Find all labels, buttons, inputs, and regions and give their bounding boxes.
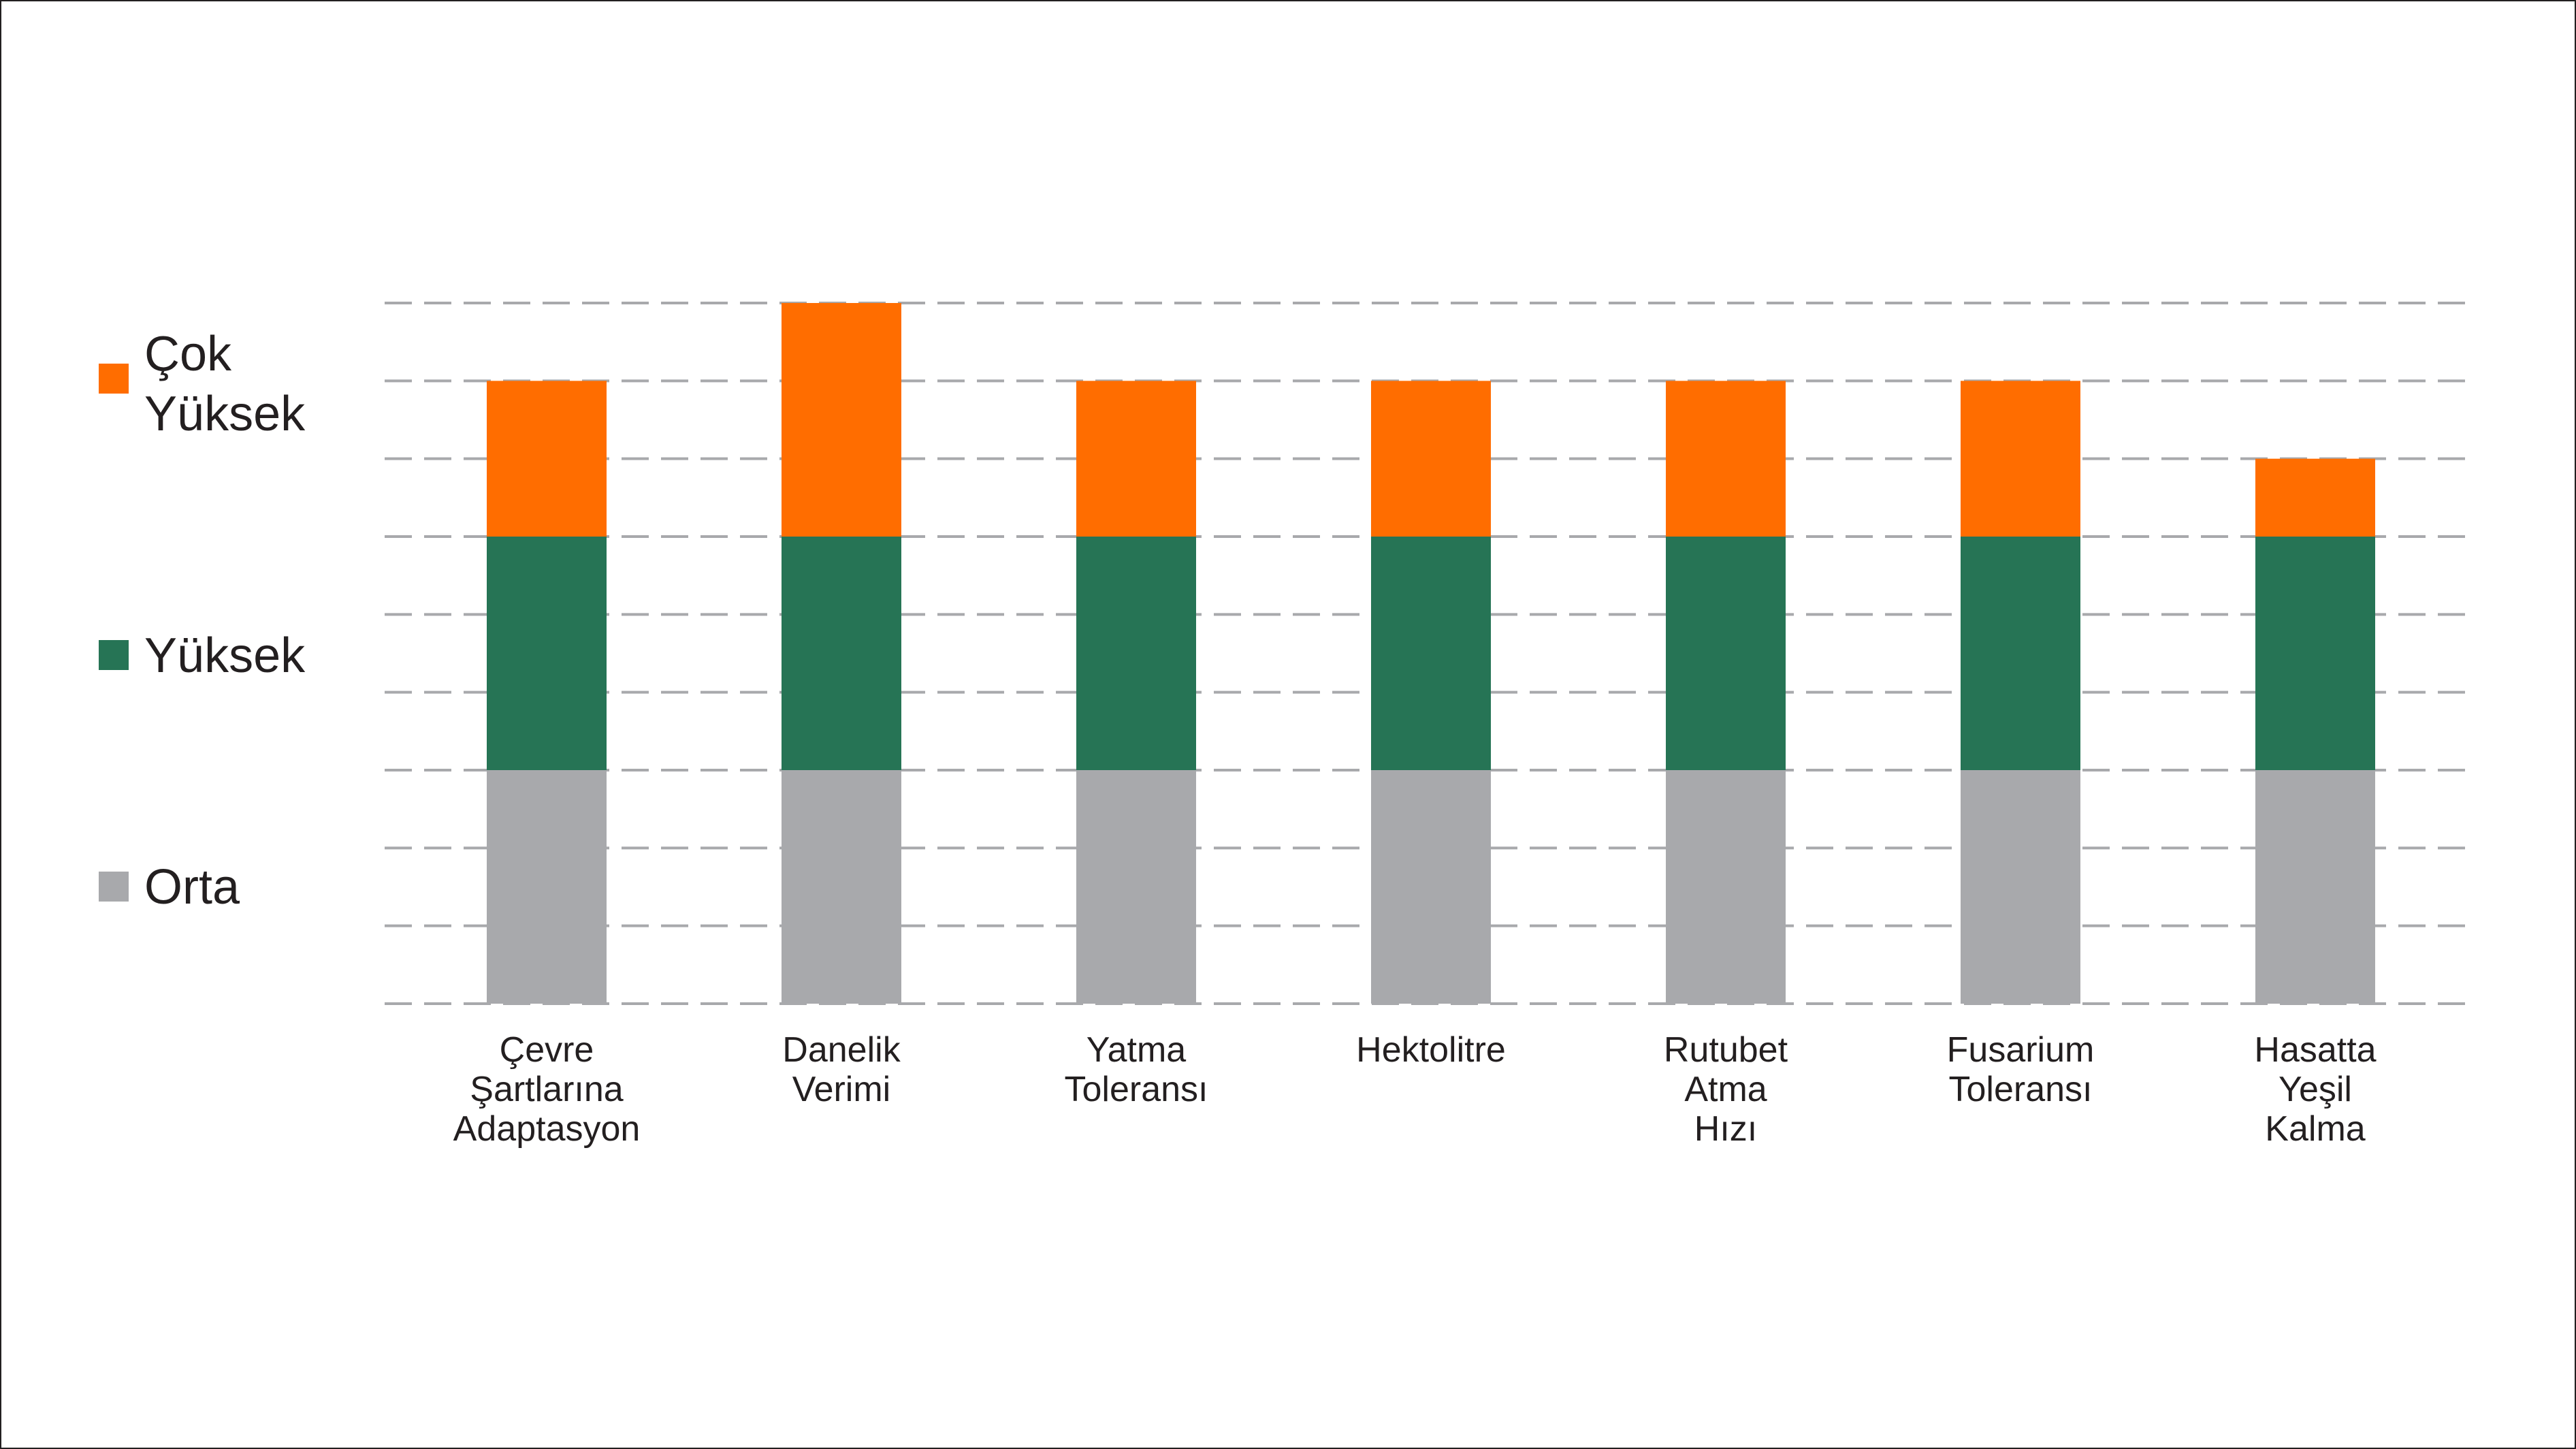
category-label-line: Fusarium — [1947, 1030, 2095, 1070]
category-label-line: Rutubet — [1664, 1030, 1788, 1070]
category-label: Fusarium Toleransı — [1947, 1030, 2095, 1109]
category-label-line: Danelik — [782, 1030, 901, 1070]
bar-segment-yuksek-6 — [1961, 537, 2080, 770]
legend-swatch — [99, 364, 129, 394]
category-label-line: Toleransı — [1065, 1070, 1208, 1109]
bar-segment-orta-4 — [1371, 770, 1491, 1004]
category-label-line: Toleransı — [1949, 1070, 2093, 1109]
category-label-line: Verimi — [792, 1070, 890, 1109]
bar-segment-yuksek-5 — [1666, 537, 1786, 770]
legend-label: Orta — [144, 860, 240, 914]
legend-label-line: Orta — [144, 860, 240, 914]
bar-segment-yuksek-1 — [487, 537, 607, 770]
legend: Çok Yüksek Yüksek Orta — [99, 327, 306, 914]
category-label-line: Hektolitre — [1356, 1030, 1506, 1070]
bar-segment-cok-yuksek-1 — [487, 381, 607, 537]
bar-segment-cok-yuksek-6 — [1961, 381, 2080, 537]
bar-segment-orta-3 — [1076, 770, 1196, 1004]
legend-label: Çok Yüksek — [144, 327, 306, 441]
bar-segment-orta-7 — [2255, 770, 2375, 1004]
bar-segment-yuksek-7 — [2255, 537, 2375, 770]
bar-segment-cok-yuksek-5 — [1666, 381, 1786, 537]
category-label: Çevre Şartlarına Adaptasyon — [453, 1030, 641, 1149]
legend-swatch — [99, 872, 129, 902]
legend-label: Yüksek — [144, 628, 306, 683]
bar-segment-yuksek-4 — [1371, 537, 1491, 770]
bar-segment-orta-1 — [487, 770, 607, 1004]
category-label-line: Hasatta — [2254, 1030, 2376, 1070]
category-label-line: Yeşil — [2279, 1070, 2352, 1109]
bar-segment-cok-yuksek-2 — [782, 303, 901, 537]
bar-segment-cok-yuksek-4 — [1371, 381, 1491, 537]
category-label: Danelik Verimi — [782, 1030, 901, 1109]
category-label-line: Kalma — [2265, 1109, 2365, 1149]
bar-segment-cok-yuksek-3 — [1076, 381, 1196, 537]
category-label: Hasatta Yeşil Kalma — [2254, 1030, 2376, 1149]
legend-label-line: Çok — [144, 327, 232, 381]
legend-swatch — [99, 640, 129, 670]
category-labels: Çevre Şartlarına Adaptasyon Danelik Verimi Ya… — [453, 1030, 2377, 1149]
category-label-line: Çevre — [500, 1030, 594, 1070]
bar-segment-cok-yuksek-7 — [2255, 458, 2375, 537]
category-label: Yatma Toleransı — [1065, 1030, 1208, 1109]
bar-segment-orta-6 — [1961, 770, 2080, 1004]
bars — [487, 303, 2375, 1004]
bar-segment-orta-5 — [1666, 770, 1786, 1004]
legend-label-line: Yüksek — [144, 628, 306, 683]
bar-segment-yuksek-3 — [1076, 537, 1196, 770]
category-label-line: Atma — [1684, 1070, 1767, 1109]
legend-label-line: Yüksek — [144, 387, 306, 441]
category-label-line: Hızı — [1694, 1109, 1757, 1149]
category-label-line: Yatma — [1086, 1030, 1187, 1070]
category-label: Hektolitre — [1356, 1030, 1506, 1070]
category-label: Rutubet Atma Hızı — [1664, 1030, 1788, 1149]
category-label-line: Adaptasyon — [453, 1109, 641, 1149]
bar-segment-orta-2 — [782, 770, 901, 1004]
bar-segment-yuksek-2 — [782, 537, 901, 770]
category-label-line: Şartlarına — [470, 1070, 624, 1109]
